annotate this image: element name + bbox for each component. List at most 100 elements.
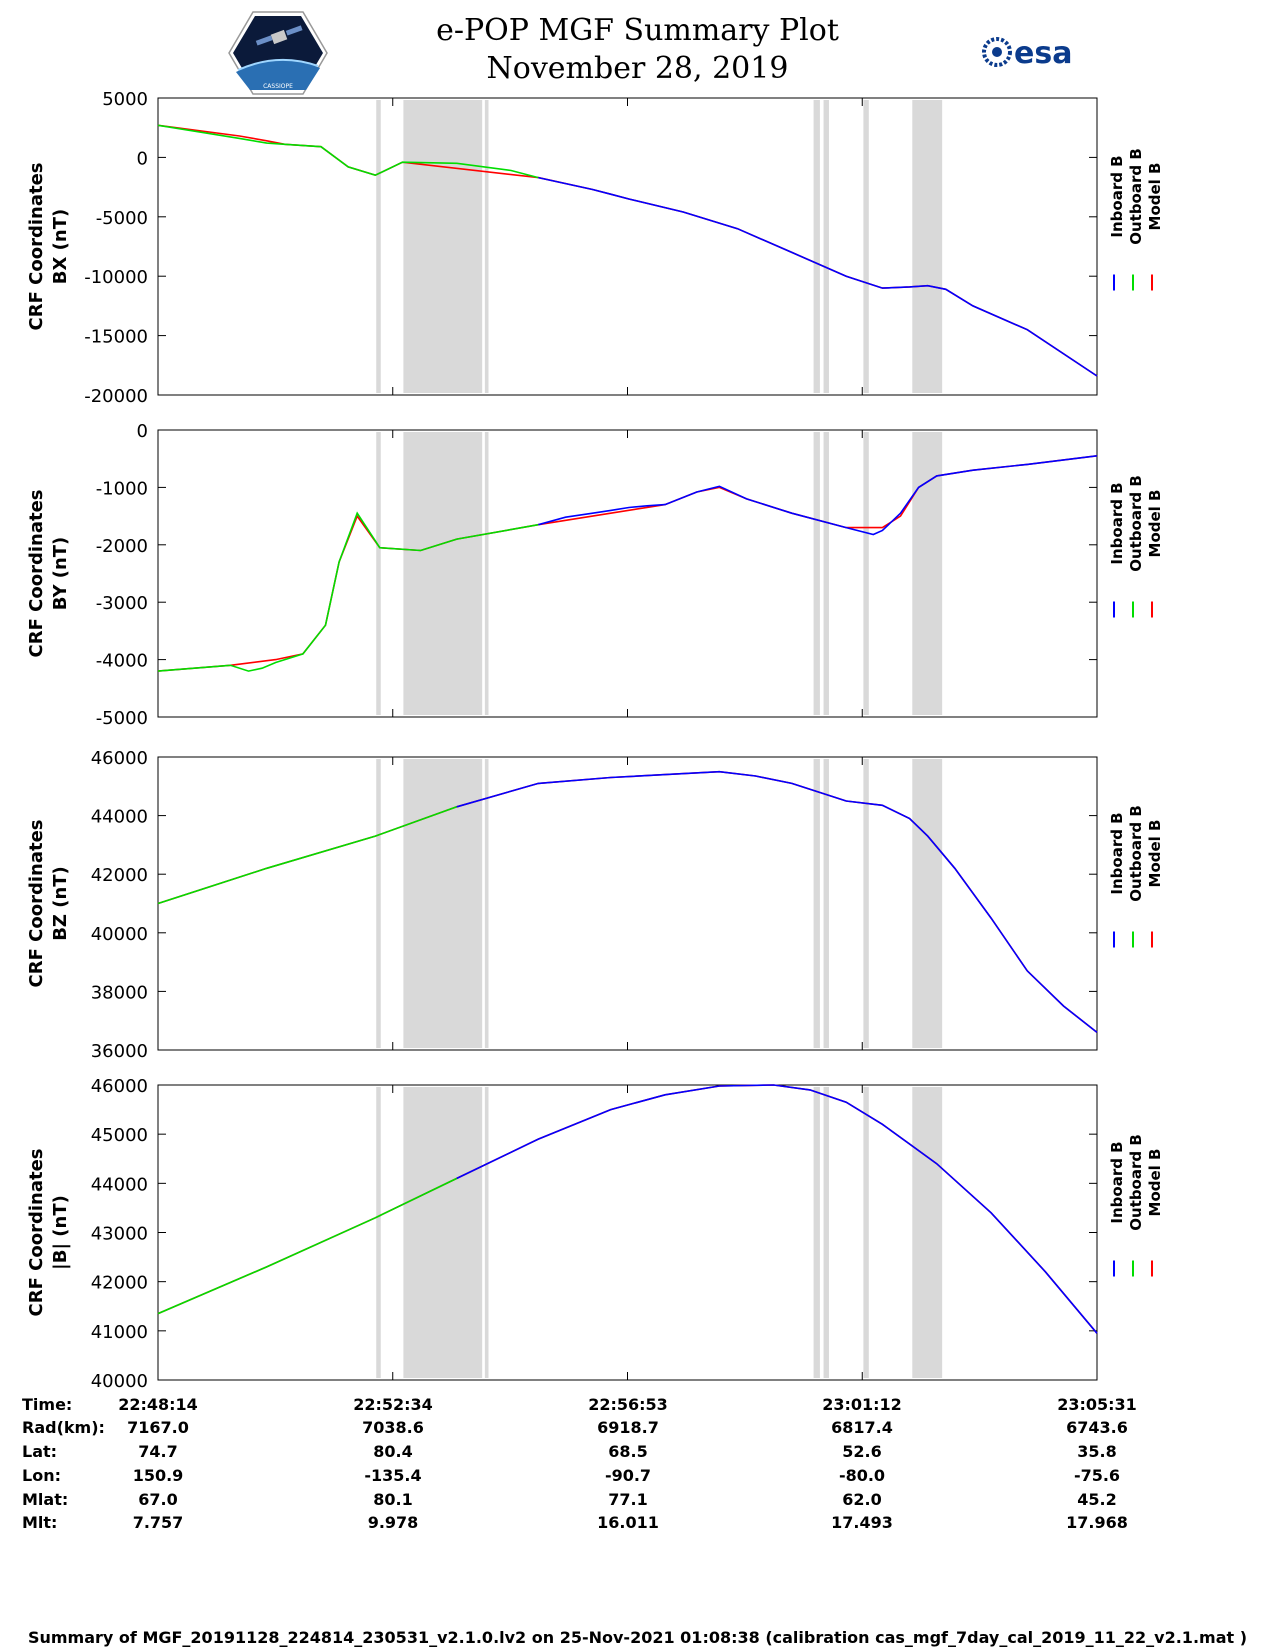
table-cell: 7167.0	[127, 1418, 189, 1437]
table-cell: 80.1	[373, 1490, 413, 1509]
y-axis-label: CRF Coordinates	[26, 163, 47, 331]
y-tick-label: 42000	[91, 865, 148, 886]
panel-1: 5000 0 -5000 -10000 -15000 -20000 CRF Coordina…	[26, 89, 1164, 407]
data-gap-band	[912, 759, 943, 1048]
series-outboard-b	[157, 124, 539, 179]
data-gap-band	[376, 100, 381, 393]
y-axis-unit-label: BX (nT)	[50, 209, 71, 284]
row-label: Lon:	[22, 1466, 61, 1485]
data-gap-band	[813, 432, 820, 715]
series-model-b	[157, 770, 1098, 1034]
table-cell: 17.968	[1066, 1513, 1128, 1532]
data-gap-band	[823, 432, 829, 715]
data-gap-band	[484, 1087, 489, 1378]
table-cell: 62.0	[842, 1490, 882, 1509]
legend-label: Outboard B	[1127, 1134, 1145, 1231]
table-cell: 74.7	[138, 1442, 178, 1461]
data-gap-band	[823, 1087, 829, 1378]
series-outboard-b	[157, 806, 458, 905]
table-cell: -80.0	[838, 1466, 886, 1485]
legend-label: Model B	[1146, 1149, 1164, 1217]
data-gap-band	[376, 432, 381, 715]
series-inboard-b	[538, 176, 1098, 377]
y-tick-label: -5000	[96, 708, 148, 729]
series-model-b	[157, 1084, 1098, 1334]
data-gap-band	[863, 100, 869, 393]
table-cell: 150.9	[132, 1466, 184, 1485]
y-tick-label: 0	[137, 148, 148, 169]
table-cell: 77.1	[608, 1490, 648, 1509]
table-cell: 16.011	[597, 1513, 659, 1532]
y-axis-unit-label: |B| (nT)	[50, 1195, 71, 1270]
y-tick-label: -5000	[96, 208, 148, 229]
data-gap-band	[403, 432, 483, 715]
table-cell: 22:56:53	[588, 1395, 668, 1414]
table-cell: 6817.4	[831, 1418, 893, 1437]
table-cell: 45.2	[1077, 1490, 1117, 1509]
plot-date: November 28, 2019	[486, 51, 789, 86]
esa-logo-text: esa	[1014, 36, 1072, 71]
table-cell: 68.5	[608, 1442, 648, 1461]
cassiope-logo: CASSIOPE	[228, 11, 328, 95]
y-tick-label: -3000	[96, 593, 148, 614]
legend-label: Inboard B	[1108, 482, 1126, 564]
table-cell: 52.6	[842, 1442, 882, 1461]
y-tick-label: 41000	[91, 1322, 148, 1343]
y-tick-label: 38000	[91, 982, 148, 1003]
y-tick-label: 0	[137, 421, 148, 442]
data-gap-band	[403, 759, 483, 1048]
y-tick-label: 40000	[91, 1371, 148, 1392]
data-gap-band	[912, 432, 943, 715]
row-label: Mlt:	[22, 1513, 58, 1532]
plot-frame	[157, 97, 1098, 396]
data-gap-band	[484, 432, 489, 715]
data-gap-band	[863, 1087, 869, 1378]
y-tick-label: -15000	[84, 327, 148, 348]
table-cell: -135.4	[364, 1466, 422, 1485]
row-label: Mlat:	[22, 1490, 69, 1509]
series-model-b	[157, 455, 1098, 672]
row-label: Time:	[22, 1395, 73, 1414]
series-outboard-b	[157, 1177, 458, 1315]
data-gap-band	[813, 100, 820, 393]
legend-label: Outboard B	[1127, 148, 1145, 245]
table-cell: 6918.7	[597, 1418, 659, 1437]
data-gap-band	[863, 759, 869, 1048]
panel-2: 0 -1000 -2000 -3000 -4000 -5000 CRF Coordinate…	[26, 421, 1164, 729]
legend-label: Inboard B	[1108, 1141, 1126, 1223]
row-label: Rad(km):	[22, 1418, 105, 1437]
table-cell: 17.493	[831, 1513, 893, 1532]
legend-label: Model B	[1146, 490, 1164, 558]
y-tick-label: 42000	[91, 1273, 148, 1294]
panel-4: 46000 45000 44000 43000 42000 41000 40000 CRF C…	[26, 1076, 1164, 1392]
legend-label: Model B	[1146, 820, 1164, 888]
esa-logo: esa	[982, 36, 1072, 71]
y-tick-label: 36000	[91, 1041, 148, 1062]
legend-label: Model B	[1146, 163, 1164, 231]
table-cell: -75.6	[1073, 1466, 1121, 1485]
data-gap-band	[912, 1087, 943, 1378]
y-tick-label: 46000	[91, 1076, 148, 1097]
data-gap-band	[403, 100, 483, 393]
panel-3: 46000 44000 42000 40000 38000 36000 CRF Coordi…	[26, 748, 1164, 1062]
table-cell: 6743.6	[1066, 1418, 1128, 1437]
data-gap-band	[912, 100, 943, 393]
y-axis-label: CRF Coordinates	[26, 1149, 47, 1317]
plot-frame	[157, 756, 1098, 1051]
plot-frame	[157, 1084, 1098, 1381]
row-label: Lat:	[22, 1442, 58, 1461]
table-cell: 22:48:14	[118, 1395, 198, 1414]
y-tick-label: 46000	[91, 748, 148, 769]
series-outboard-b	[157, 511, 539, 672]
table-cell: 23:05:31	[1057, 1395, 1137, 1414]
y-axis-label: CRF Coordinates	[26, 820, 47, 988]
data-gap-band	[863, 432, 869, 715]
table-cell: 7.757	[132, 1513, 184, 1532]
table-cell: 9.978	[367, 1513, 419, 1532]
data-gap-band	[376, 1087, 381, 1378]
y-tick-label: 40000	[91, 924, 148, 945]
series-inboard-b	[456, 1084, 1098, 1334]
table-cell: 7038.6	[362, 1418, 424, 1437]
y-tick-label: -4000	[96, 651, 148, 672]
